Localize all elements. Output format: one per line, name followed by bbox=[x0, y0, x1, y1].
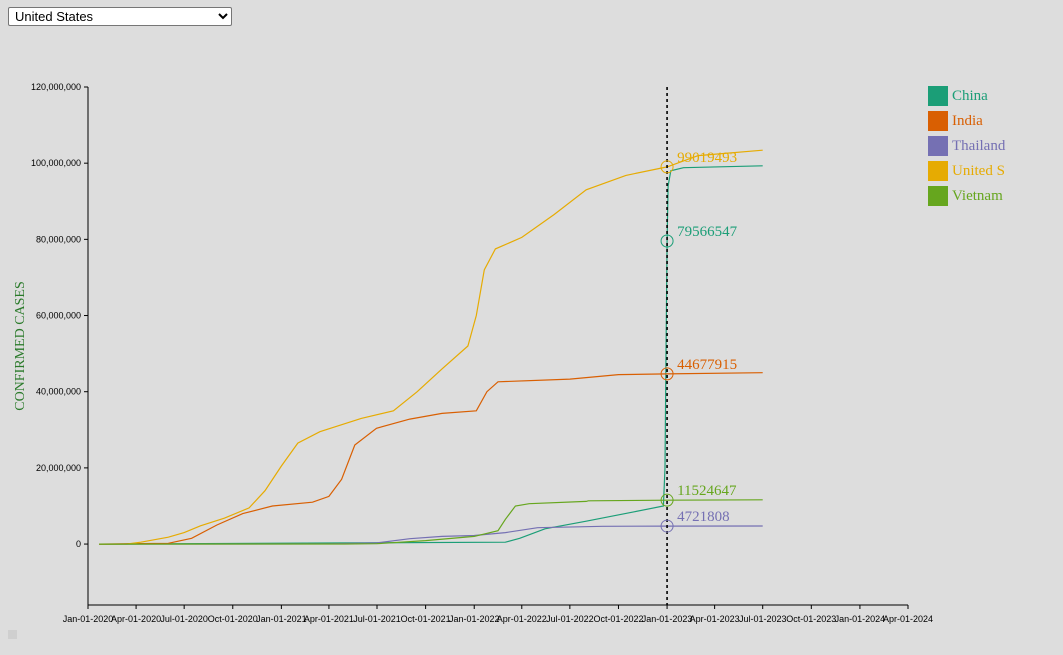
focus-label: 99019493 bbox=[677, 150, 737, 166]
y-axis-label: CONFIRMED CASES bbox=[13, 281, 28, 411]
x-tick-label: Oct-01-2023 bbox=[786, 614, 836, 624]
series-line-india bbox=[99, 372, 763, 545]
x-tick-label: Apr-01-2022 bbox=[497, 614, 547, 624]
x-tick-label: Jan-01-2020 bbox=[63, 614, 114, 624]
legend-swatch bbox=[928, 161, 948, 181]
series-line-thailand bbox=[99, 525, 763, 545]
focus-circle bbox=[660, 367, 674, 381]
x-tick-label: Apr-01-2023 bbox=[690, 614, 740, 624]
legend-swatch bbox=[928, 186, 948, 206]
focus-label: 79566547 bbox=[677, 224, 738, 240]
y-tick-label: 80,000,000 bbox=[36, 234, 81, 244]
legend-label: United S bbox=[952, 163, 1005, 179]
x-tick-label: Jan-01-2024 bbox=[835, 614, 886, 624]
x-tick-label: Jul-01-2020 bbox=[160, 614, 208, 624]
legend-label: India bbox=[952, 113, 983, 129]
legend-swatch bbox=[928, 86, 948, 106]
x-tick-label: Apr-01-2020 bbox=[111, 614, 161, 624]
x-tick-label: Oct-01-2022 bbox=[593, 614, 643, 624]
x-tick-label: Jul-01-2022 bbox=[546, 614, 594, 624]
y-tick-label: 60,000,000 bbox=[36, 311, 81, 321]
x-tick-label: Apr-01-2021 bbox=[304, 614, 354, 624]
y-tick-label: 120,000,000 bbox=[31, 82, 81, 92]
y-tick-label: 100,000,000 bbox=[31, 158, 81, 168]
legend-label: Thailand bbox=[952, 138, 1006, 154]
focus-label: 11524647 bbox=[677, 483, 737, 499]
y-tick-label: 40,000,000 bbox=[36, 387, 81, 397]
corner-mark bbox=[8, 630, 17, 639]
focus-circle bbox=[660, 160, 674, 174]
legend-swatch bbox=[928, 136, 948, 156]
focus-circle bbox=[660, 519, 674, 533]
legend-swatch bbox=[928, 111, 948, 131]
country-select[interactable]: United States bbox=[8, 7, 232, 26]
focus-circle bbox=[660, 234, 674, 248]
x-tick-label: Jul-01-2023 bbox=[739, 614, 787, 624]
x-tick-label: Apr-01-2024 bbox=[883, 614, 933, 624]
x-tick-label: Oct-01-2021 bbox=[401, 614, 451, 624]
x-tick-label: Jan-01-2021 bbox=[256, 614, 307, 624]
x-tick-label: Oct-01-2020 bbox=[208, 614, 258, 624]
focus-label: 4721808 bbox=[677, 509, 730, 525]
series-line-china bbox=[99, 165, 763, 545]
y-tick-label: 0 bbox=[76, 539, 81, 549]
focus-label: 44677915 bbox=[677, 357, 737, 373]
legend-label: Vietnam bbox=[952, 188, 1003, 204]
focus-circle bbox=[660, 493, 674, 507]
series-line-united-states bbox=[99, 149, 763, 545]
legend-label: China bbox=[952, 88, 988, 104]
x-tick-label: Jan-01-2023 bbox=[642, 614, 693, 624]
y-tick-label: 20,000,000 bbox=[36, 463, 81, 473]
series-line-vietnam bbox=[99, 499, 763, 545]
x-tick-label: Jan-01-2022 bbox=[449, 614, 500, 624]
x-tick-label: Jul-01-2021 bbox=[353, 614, 401, 624]
